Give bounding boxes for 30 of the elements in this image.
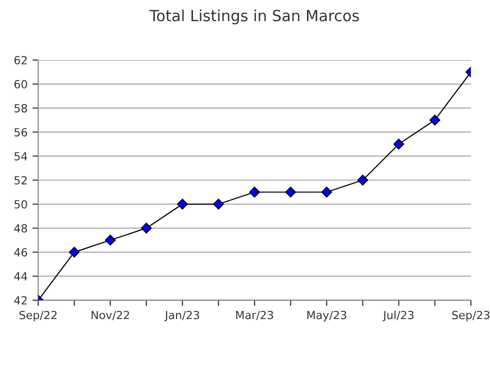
- x-tick-label: May/23: [307, 310, 346, 322]
- y-tick-label: 44: [14, 272, 28, 280]
- point: [104, 234, 116, 246]
- point: [213, 198, 224, 210]
- x-tick-label: Jan/23: [164, 310, 200, 322]
- point: [285, 186, 296, 198]
- y-tick-label: 60: [14, 80, 28, 88]
- point: [321, 186, 332, 198]
- point: [177, 198, 188, 210]
- point: [393, 138, 404, 150]
- point: [429, 114, 440, 126]
- chart-title: Total Listings in San Marcos: [149, 10, 359, 24]
- y-tick-label: 58: [14, 104, 28, 112]
- x-tick-label: Jul/23: [382, 310, 414, 322]
- point: [357, 174, 368, 186]
- y-tick-label: 52: [14, 176, 27, 184]
- x-tick-label: Mar/23: [236, 310, 274, 320]
- y-tick-label: 56: [14, 128, 28, 136]
- x-tick-label: Sep/22: [20, 310, 57, 322]
- y-tick-label: 62: [14, 56, 27, 64]
- y-tick-label: 42: [14, 296, 27, 304]
- x-tick-label: Sep/23: [452, 310, 490, 322]
- y-tick-label: 48: [14, 224, 28, 233]
- x-tick-label: Nov/22: [92, 310, 129, 320]
- y-tick-label: 50: [14, 200, 28, 209]
- point: [140, 222, 152, 234]
- point: [68, 246, 80, 258]
- point: [249, 186, 260, 198]
- y-tick-label: 54: [14, 152, 28, 160]
- y-tick-label: 46: [14, 248, 28, 257]
